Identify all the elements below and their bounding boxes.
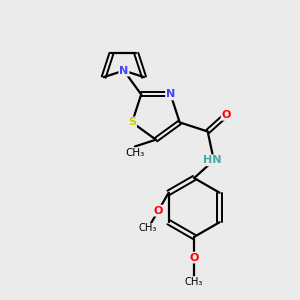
Text: N: N xyxy=(119,66,128,76)
Text: O: O xyxy=(189,253,199,262)
Text: CH₃: CH₃ xyxy=(139,224,157,233)
Text: HN: HN xyxy=(203,155,222,165)
Text: O: O xyxy=(222,110,231,120)
Text: S: S xyxy=(128,117,136,128)
Text: CH₃: CH₃ xyxy=(125,148,145,158)
Text: CH₃: CH₃ xyxy=(185,277,203,287)
Text: O: O xyxy=(154,206,163,216)
Text: N: N xyxy=(166,89,175,99)
